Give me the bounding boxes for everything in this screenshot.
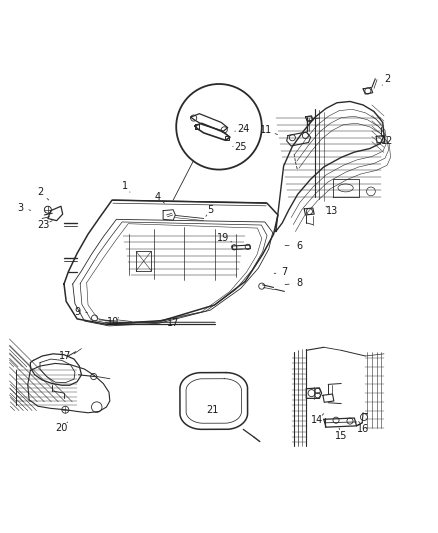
Text: 9: 9 xyxy=(74,308,80,317)
Text: 25: 25 xyxy=(235,142,247,152)
Text: 17: 17 xyxy=(167,318,179,328)
Text: 2: 2 xyxy=(384,74,390,84)
Text: 5: 5 xyxy=(207,205,213,215)
Text: 11: 11 xyxy=(260,125,272,135)
Text: 14: 14 xyxy=(311,415,323,425)
Text: 7: 7 xyxy=(281,266,288,277)
Text: 17: 17 xyxy=(59,351,71,361)
Text: 8: 8 xyxy=(297,278,303,288)
Text: 6: 6 xyxy=(297,240,303,251)
Text: 12: 12 xyxy=(381,136,393,146)
Text: 23: 23 xyxy=(37,220,49,230)
Text: 16: 16 xyxy=(357,424,369,434)
Text: 19: 19 xyxy=(217,233,230,243)
Text: 20: 20 xyxy=(55,423,67,433)
Text: 13: 13 xyxy=(326,206,339,216)
Text: 3: 3 xyxy=(17,203,23,213)
Text: 10: 10 xyxy=(107,317,120,327)
Text: 15: 15 xyxy=(335,431,347,441)
Text: 4: 4 xyxy=(155,192,161,201)
Text: 1: 1 xyxy=(122,181,128,191)
Text: 24: 24 xyxy=(237,124,249,134)
Text: 21: 21 xyxy=(206,405,219,415)
Text: 2: 2 xyxy=(37,187,43,197)
